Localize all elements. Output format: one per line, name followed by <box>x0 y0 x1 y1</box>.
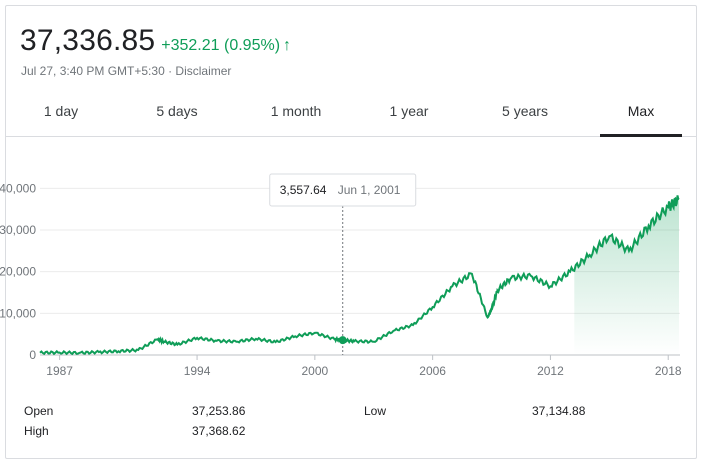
price-line <box>39 195 680 356</box>
x-tick-label: 2018 <box>655 364 682 378</box>
tooltip-date: Jun 1, 2001 <box>338 183 401 197</box>
x-tick-label: 2006 <box>419 364 446 378</box>
current-price: 37,336.85 <box>20 24 156 57</box>
x-tick-label: 1987 <box>46 364 73 378</box>
y-tick-label: 30,000 <box>0 223 36 237</box>
tab-5-days[interactable]: 5 days <box>156 103 198 119</box>
low-value: 37,134.88 <box>532 404 586 418</box>
hover-point[interactable] <box>338 336 347 345</box>
stock-card: 37,336.85 +352.21 (0.95%) ↑ Jul 27, 3:40 P… <box>5 5 697 459</box>
low-label: Low <box>364 404 387 418</box>
x-tick-label: 2000 <box>301 364 328 378</box>
high-value: 37,368.62 <box>192 424 246 438</box>
price-area <box>574 195 679 355</box>
y-tick-label: 40,000 <box>0 181 36 195</box>
price-change: +352.21 (0.95%) <box>161 37 281 54</box>
tooltip-value: 3,557.64 <box>280 183 327 197</box>
chart-tooltip: 3,557.64 Jun 1, 2001 <box>269 173 417 207</box>
high-label: High <box>24 424 49 438</box>
x-tick-label: 2012 <box>537 364 564 378</box>
open-label: Open <box>24 404 54 418</box>
quote-header: 37,336.85 +352.21 (0.95%) ↑ <box>20 24 291 58</box>
tab-1-day[interactable]: 1 day <box>43 103 79 119</box>
timestamp-disclaimer[interactable]: Jul 27, 3:40 PM GMT+5:30 · Disclaimer <box>21 64 232 78</box>
open-value: 37,253.86 <box>192 404 246 418</box>
y-tick-label: 20,000 <box>0 265 36 279</box>
tab-1-year[interactable]: 1 year <box>389 103 429 119</box>
tab-1-month[interactable]: 1 month <box>270 103 322 119</box>
range-tabs: 1 day 5 days 1 month 1 year 5 years Max <box>6 96 696 137</box>
x-tick-label: 1994 <box>184 364 211 378</box>
tab-max[interactable]: Max <box>600 96 682 137</box>
y-tick-label: 0 <box>29 348 36 362</box>
arrow-up-icon: ↑ <box>283 37 292 54</box>
y-tick-label: 10,000 <box>0 306 36 320</box>
tab-5-years[interactable]: 5 years <box>502 103 548 119</box>
